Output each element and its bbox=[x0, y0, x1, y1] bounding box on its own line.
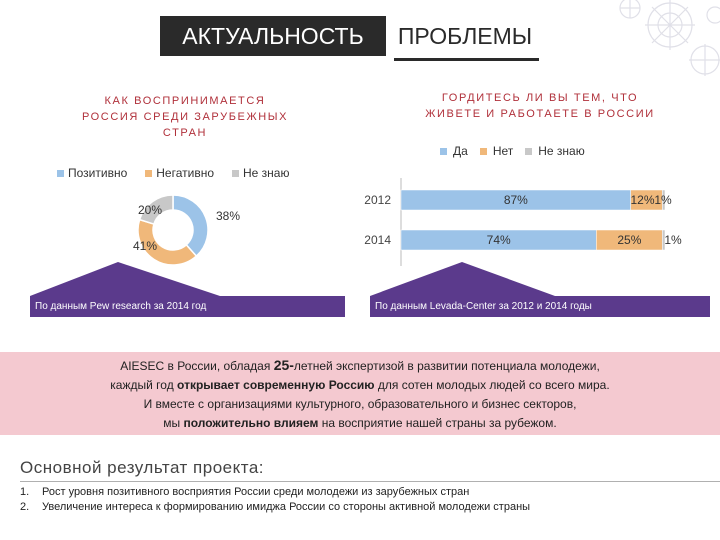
legend-label-negative: Негативно bbox=[156, 166, 214, 180]
legend-swatch-dontknow bbox=[232, 169, 239, 177]
left-question: КАК ВОСПРИНИМАЕТСЯ РОССИЯ СРЕДИ ЗАРУБЕЖН… bbox=[60, 93, 310, 141]
bar-value-label-yes: 87% bbox=[504, 193, 528, 207]
donut-label-negative: 41% bbox=[133, 239, 157, 253]
donut-slice-dontknow bbox=[138, 194, 174, 226]
left-question-line: СТРАН bbox=[162, 127, 208, 139]
right-callout-pointer bbox=[370, 262, 555, 296]
legend-swatch-positive bbox=[57, 169, 64, 177]
info-highlight: открывает современную Россию bbox=[177, 378, 375, 392]
result-title: Основной результат проекта: bbox=[20, 458, 265, 477]
left-question-line: КАК ВОСПРИНИМАЕТСЯ bbox=[104, 95, 266, 107]
legend-swatch-yes bbox=[440, 147, 447, 155]
bar-category-label: 2012 bbox=[364, 193, 391, 207]
left-legend: Позитивно Негативно Не знаю bbox=[57, 166, 289, 180]
result-list: 1. Рост уровня позитивного восприятия Рос… bbox=[20, 485, 530, 515]
title-problem: ПРОБЛЕМЫ bbox=[397, 23, 533, 49]
bar-segment-dontknow bbox=[662, 189, 666, 211]
donut-label-positive: 38% bbox=[216, 209, 240, 223]
right-legend: Да Нет Не знаю bbox=[440, 144, 585, 158]
legend-label-dontknow: Не знаю bbox=[243, 166, 290, 180]
title-underline bbox=[394, 58, 539, 61]
info-text: AIESEC в России, обладая bbox=[120, 359, 274, 373]
info-text: мы bbox=[163, 416, 184, 430]
info-text: И вместе с организациями культурного, об… bbox=[143, 397, 577, 411]
list-number: 1. bbox=[20, 486, 30, 498]
info-highlight: положительно влияем bbox=[183, 416, 319, 430]
title-relevance: АКТУАЛЬНОСТЬ bbox=[160, 16, 386, 56]
right-question-line: ГОРДИТЕСЬ ЛИ ВЫ ТЕМ, ЧТО bbox=[441, 92, 639, 104]
stacked-bar-chart: 2012 87% 12% 1%2014 74% 25% 1% bbox=[364, 178, 682, 266]
left-source-callout: По данным Pew research за 2014 год bbox=[30, 296, 345, 317]
right-question-line: ЖИВЕТЕ И РАБОТАЕТЕ В РОССИИ bbox=[425, 108, 655, 120]
bar-value-label-dontknow: 1% bbox=[654, 193, 672, 207]
info-band bbox=[0, 352, 720, 435]
legend-swatch-no bbox=[479, 147, 487, 155]
bar-category-label: 2014 bbox=[364, 233, 391, 247]
info-text: на восприятие нашей страны за рубежом. bbox=[318, 416, 557, 430]
donut-slice-positive bbox=[172, 194, 209, 258]
list-number: 2. bbox=[20, 501, 30, 513]
bar-value-label-no: 12% bbox=[631, 193, 655, 207]
result-underline bbox=[20, 481, 720, 482]
donut-slice-negative bbox=[137, 218, 198, 266]
list-text: Увеличение интереса к формированию имидж… bbox=[42, 501, 531, 513]
legend-label-no: Нет bbox=[492, 144, 514, 158]
bar-value-label-dontknow: 1% bbox=[664, 233, 682, 247]
info-text: каждый год bbox=[110, 378, 178, 392]
legend-label-yes: Да bbox=[453, 144, 468, 158]
left-question-line: РОССИЯ СРЕДИ ЗАРУБЕЖНЫХ bbox=[81, 111, 289, 123]
donut-label-dontknow: 20% bbox=[138, 203, 162, 217]
info-text: летней экспертизой в развитии потенциала… bbox=[293, 359, 600, 373]
info-text: для сотен молодых людей со всего мира. bbox=[374, 378, 610, 392]
list-item: 2. Увеличение интереса к формированию ими… bbox=[20, 500, 530, 515]
legend-label-dontknow: Не знаю bbox=[538, 144, 585, 158]
legend-swatch-dontknow bbox=[525, 147, 533, 155]
left-callout-pointer bbox=[30, 262, 220, 296]
list-item: 1. Рост уровня позитивного восприятия Рос… bbox=[20, 485, 530, 500]
bar-value-label-no: 25% bbox=[617, 233, 641, 247]
legend-swatch-negative bbox=[145, 169, 153, 177]
info-band-text: AIESEC в России, обладая 25-летней экспе… bbox=[0, 356, 720, 433]
right-source-callout: По данным Levada-Center за 2012 и 2014 г… bbox=[370, 296, 710, 317]
donut-chart: 38% 41% 20% bbox=[133, 194, 240, 266]
right-question: ГОРДИТЕСЬ ЛИ ВЫ ТЕМ, ЧТО ЖИВЕТЕ И РАБОТА… bbox=[400, 90, 680, 122]
info-highlight: 25- bbox=[273, 357, 294, 373]
bar-segment-dontknow bbox=[662, 229, 666, 251]
list-text: Рост уровня позитивного восприятия Росси… bbox=[42, 486, 470, 498]
snowflake-ornament bbox=[619, 0, 720, 76]
callout-pointers bbox=[30, 262, 555, 296]
bar-value-label-yes: 74% bbox=[487, 233, 511, 247]
legend-label-positive: Позитивно bbox=[68, 166, 128, 180]
